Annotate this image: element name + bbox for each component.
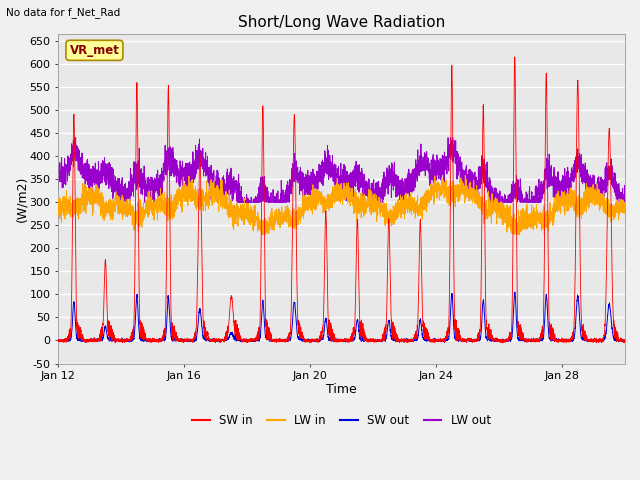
Legend: SW in, LW in, SW out, LW out: SW in, LW in, SW out, LW out	[188, 409, 495, 432]
Text: No data for f_Net_Rad: No data for f_Net_Rad	[6, 7, 121, 18]
X-axis label: Time: Time	[326, 383, 357, 396]
Title: Short/Long Wave Radiation: Short/Long Wave Radiation	[238, 15, 445, 30]
Text: VR_met: VR_met	[70, 44, 120, 57]
Y-axis label: (W/m2): (W/m2)	[15, 176, 28, 222]
